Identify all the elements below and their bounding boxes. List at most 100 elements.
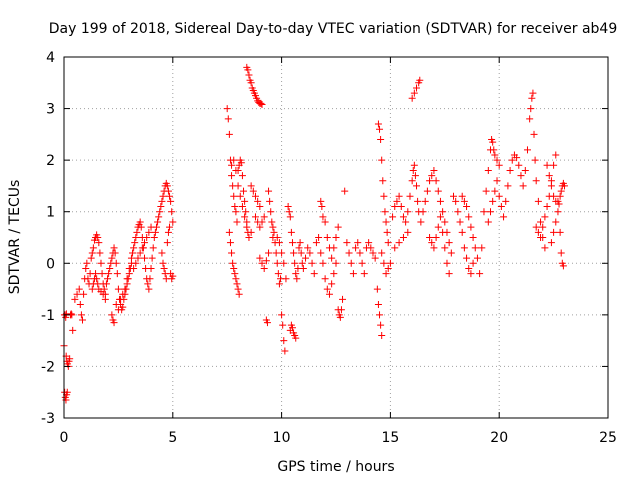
data-point [232,275,240,283]
data-point [399,213,407,221]
data-point [413,182,421,190]
data-point [529,89,537,97]
data-point [517,172,525,180]
data-point [156,208,164,216]
data-point [399,234,407,241]
data-point [308,259,316,267]
data-point [119,303,127,311]
data-point [228,172,236,180]
data-point [121,285,129,293]
data-point [490,146,498,154]
data-point [441,244,449,252]
data-point [280,259,288,267]
data-point [428,172,436,180]
data-point [489,138,497,146]
data-point [225,130,233,138]
data-point [491,187,499,195]
data-point [280,337,288,345]
plot-frame [63,56,609,419]
data-point [274,270,282,278]
data-point [257,99,265,107]
data-point [369,249,377,257]
chart-title: Day 199 of 2018, Sidereal Day-to-day VTE… [49,21,618,37]
data-point [155,213,163,221]
data-point [166,223,174,231]
data-point [278,311,286,319]
data-point [288,239,296,247]
data-point [63,388,71,396]
data-point [234,285,242,293]
data-point [304,244,312,252]
data-point [550,161,558,169]
data-point [328,280,336,288]
data-point [247,182,255,190]
y-tick-labels: -3 -2 -1 0 1 2 3 4 [41,50,55,427]
data-point [158,249,166,257]
data-point [443,259,451,267]
data-point [460,197,468,205]
data-point [258,218,266,226]
data-point [168,208,176,216]
data-point [231,203,239,211]
data-point [356,249,364,257]
data-point [360,270,368,278]
data-point [66,355,74,363]
data-point [557,249,565,257]
data-point [534,228,542,236]
data-point [249,187,257,195]
data-point [414,197,422,205]
data-point [528,94,536,102]
data-point [330,244,338,252]
data-point [119,290,127,298]
data-point [251,192,259,200]
data-point [143,234,151,241]
data-point [547,182,555,190]
data-point [71,295,79,303]
data-point [230,156,238,164]
data-point [530,130,538,138]
data-point [254,197,262,205]
y-axis-label: SDTVAR / TECUs [7,180,23,295]
data-point [408,94,416,102]
data-point [386,259,394,267]
data-point [378,249,386,257]
data-point [465,264,473,272]
data-point [339,295,347,303]
data-point [292,270,300,278]
data-point [315,234,323,241]
data-point [352,244,360,252]
data-point [384,239,392,247]
data-point [382,218,390,226]
data-point [504,182,512,190]
data-point [317,249,325,257]
data-point [493,177,501,185]
data-point [228,161,236,169]
data-point [111,249,119,257]
data-point [275,280,283,288]
data-point [159,259,167,267]
data-point [226,239,234,247]
x-tick-label: 15 [381,430,399,446]
data-point [367,244,375,252]
data-point [69,326,77,334]
data-point [152,223,160,231]
data-point [270,228,278,236]
data-point [110,319,118,327]
data-point [391,203,399,211]
data-point [94,280,102,288]
data-point [334,223,342,231]
data-point [541,244,549,252]
data-point [224,115,232,123]
data-point [417,218,425,226]
data-point [432,234,440,241]
data-point [232,208,240,216]
data-point [484,218,492,226]
data-point [291,259,299,267]
data-point [328,254,336,262]
data-point [129,249,137,257]
data-point [463,203,471,211]
data-point [258,100,266,108]
data-point [409,166,417,174]
data-point [114,306,122,314]
data-point [426,177,434,185]
